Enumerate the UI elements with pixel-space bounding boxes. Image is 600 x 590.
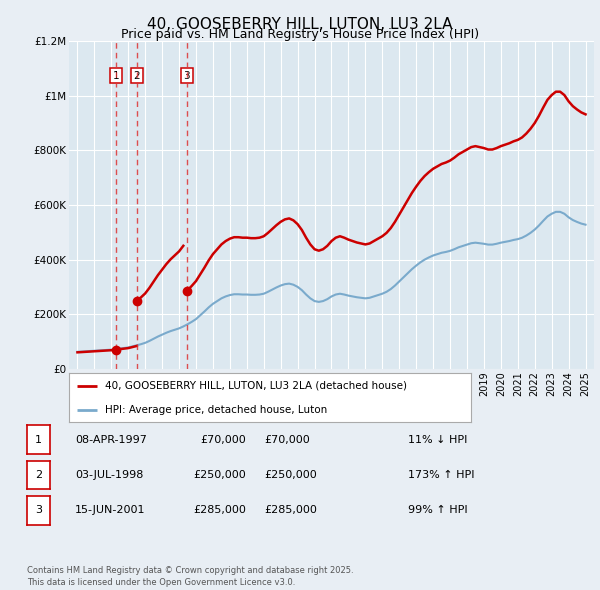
Text: HPI: Average price, detached house, Luton: HPI: Average price, detached house, Luto… — [105, 405, 328, 415]
Text: 1: 1 — [35, 435, 42, 444]
Text: 03-JUL-1998: 03-JUL-1998 — [75, 470, 143, 480]
Text: 1: 1 — [113, 71, 119, 81]
Text: 15-JUN-2001: 15-JUN-2001 — [75, 506, 146, 515]
Text: £285,000: £285,000 — [193, 506, 246, 515]
Text: 3: 3 — [184, 71, 190, 81]
Text: Contains HM Land Registry data © Crown copyright and database right 2025.
This d: Contains HM Land Registry data © Crown c… — [27, 566, 353, 587]
Text: £285,000: £285,000 — [264, 506, 317, 515]
Text: 2: 2 — [133, 71, 140, 81]
Text: 40, GOOSEBERRY HILL, LUTON, LU3 2LA (detached house): 40, GOOSEBERRY HILL, LUTON, LU3 2LA (det… — [105, 381, 407, 391]
Text: 173% ↑ HPI: 173% ↑ HPI — [408, 470, 475, 480]
Text: 08-APR-1997: 08-APR-1997 — [75, 435, 147, 444]
Text: £250,000: £250,000 — [264, 470, 317, 480]
Text: 2: 2 — [35, 470, 42, 480]
Text: £70,000: £70,000 — [200, 435, 246, 444]
Text: 99% ↑ HPI: 99% ↑ HPI — [408, 506, 467, 515]
Text: 3: 3 — [35, 506, 42, 515]
Text: £70,000: £70,000 — [264, 435, 310, 444]
Text: £250,000: £250,000 — [193, 470, 246, 480]
Text: Price paid vs. HM Land Registry's House Price Index (HPI): Price paid vs. HM Land Registry's House … — [121, 28, 479, 41]
Text: 11% ↓ HPI: 11% ↓ HPI — [408, 435, 467, 444]
Text: 40, GOOSEBERRY HILL, LUTON, LU3 2LA: 40, GOOSEBERRY HILL, LUTON, LU3 2LA — [147, 17, 453, 31]
